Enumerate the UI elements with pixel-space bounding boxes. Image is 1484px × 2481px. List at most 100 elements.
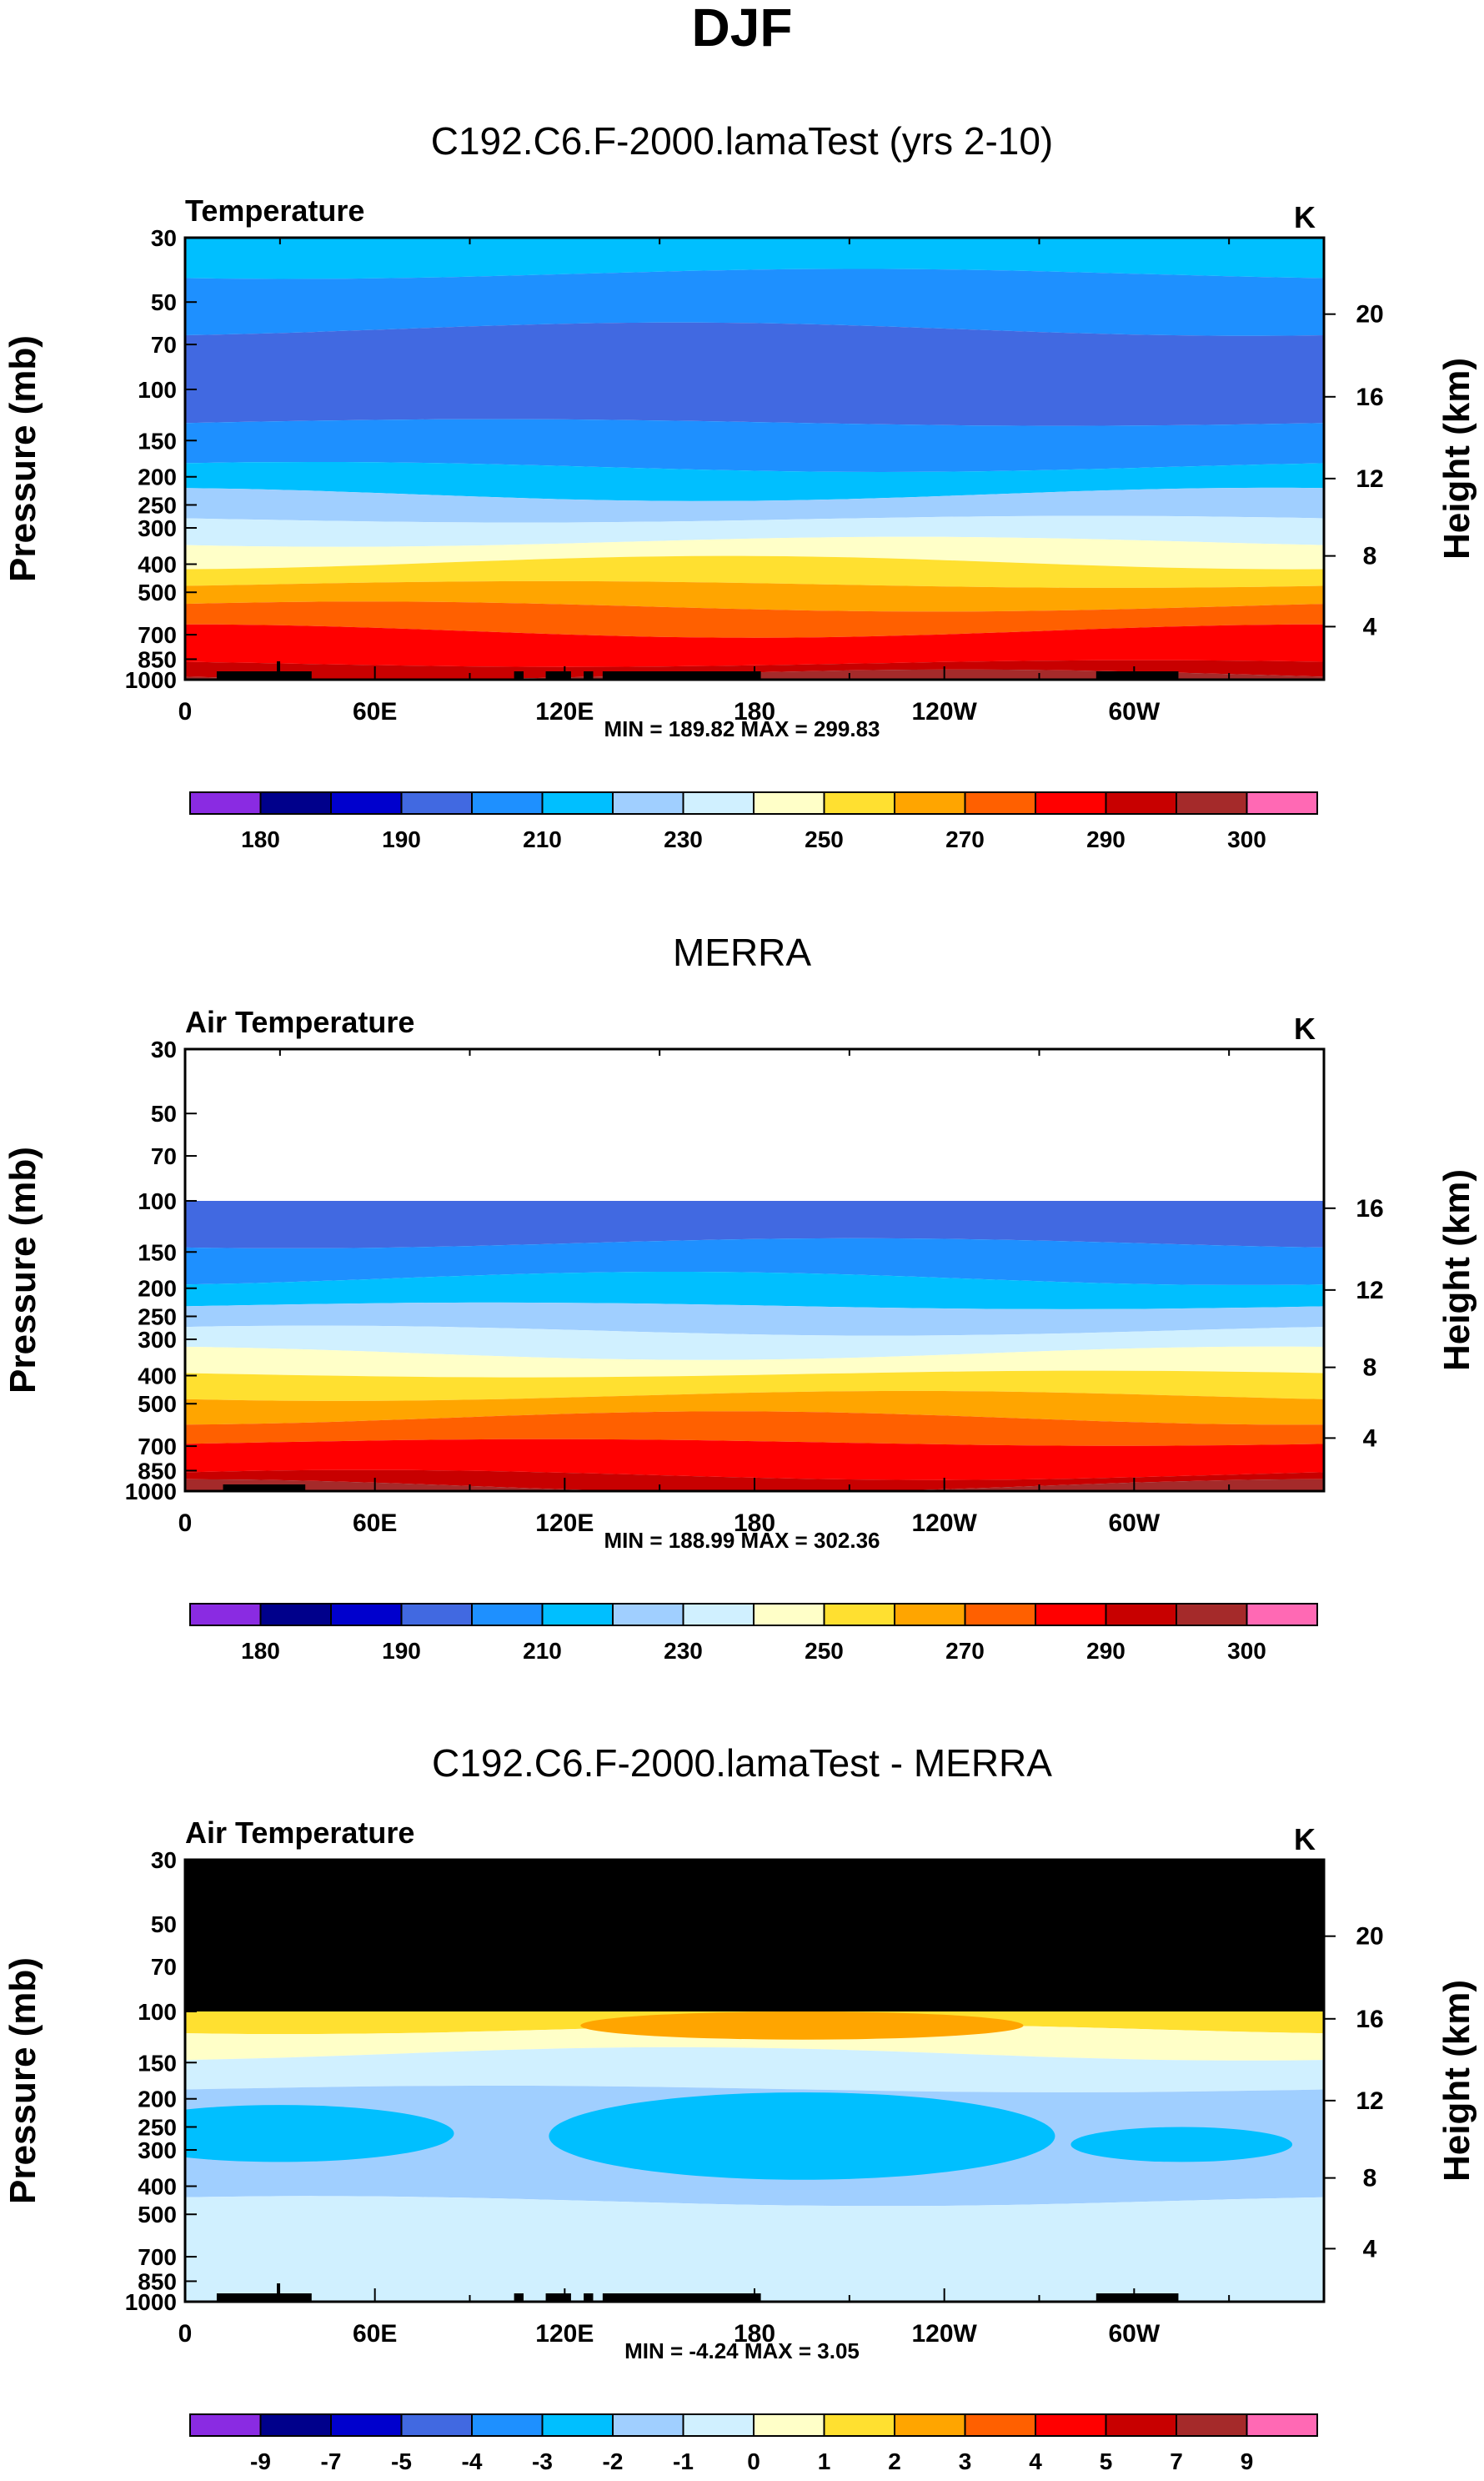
colorbar-box <box>1246 791 1318 815</box>
y-tick-label: 850 <box>138 646 177 672</box>
colorbar-box <box>753 791 825 815</box>
contour-band <box>185 322 1324 426</box>
colorbar-box <box>189 791 262 815</box>
y-tick-label: 100 <box>138 377 177 403</box>
colorbar-box <box>612 1603 684 1626</box>
y2-tick-label: 20 <box>1356 1923 1383 1951</box>
terrain-mask <box>1095 2293 1179 2302</box>
y2-tick-label: 4 <box>1363 613 1377 640</box>
contour-band <box>185 419 1324 472</box>
colorbar-label: 7 <box>1170 2448 1183 2474</box>
colorbar-box <box>330 791 403 815</box>
x-tick-label: 120E <box>535 1509 594 1537</box>
colorbar-box <box>1176 2413 1248 2437</box>
colorbar-label: -7 <box>321 2448 342 2474</box>
x-tick-label: 120E <box>535 2320 594 2348</box>
colorbar-box <box>471 791 544 815</box>
colorbar-box <box>1105 791 1177 815</box>
terrain-mask <box>545 671 571 680</box>
contour-band <box>185 1439 1324 1480</box>
x-tick-label: 60E <box>353 1509 397 1537</box>
x-tick-label: 60E <box>353 698 397 726</box>
y-tick-label: 300 <box>138 2137 177 2163</box>
colorbar-label: 3 <box>959 2448 972 2474</box>
page-title: DJF <box>692 0 793 58</box>
colorbar-label: 0 <box>747 2448 760 2474</box>
colorbar-box <box>259 1603 332 1626</box>
colorbar-label: -9 <box>250 2448 271 2474</box>
colorbar-label: 210 <box>523 826 562 852</box>
y-tick-label: 500 <box>138 2202 177 2227</box>
y2-tick-label: 16 <box>1356 384 1383 411</box>
colorbar-label: 300 <box>1227 826 1266 852</box>
y2-tick-label: 12 <box>1356 1277 1383 1304</box>
colorbar-box <box>682 791 755 815</box>
contour-band <box>185 1370 1324 1401</box>
colorbar-box <box>612 791 684 815</box>
y-tick-label: 500 <box>138 1391 177 1417</box>
colorbar-box <box>189 2413 262 2437</box>
y-tick-label: 100 <box>138 1188 177 1214</box>
colorbar-label: -1 <box>673 2448 694 2474</box>
colorbar-box <box>1105 2413 1177 2437</box>
colorbar-box <box>964 1603 1036 1626</box>
contour-band <box>185 536 1324 570</box>
contour-band <box>185 1390 1324 1425</box>
colorbar-label: -5 <box>391 2448 412 2474</box>
colorbar-label: 190 <box>382 1638 421 1664</box>
colorbar-label: 180 <box>241 1638 280 1664</box>
colorbar-box <box>1246 1603 1318 1626</box>
terrain-mask <box>216 671 312 680</box>
units-label: K <box>1294 200 1316 234</box>
colorbar-box <box>189 1603 262 1626</box>
colorbar-label: 250 <box>805 1638 844 1664</box>
terrain-mask <box>514 2293 524 2302</box>
x-tick-label: 60W <box>1108 698 1160 726</box>
y-axis-title: Pressure (mb) <box>3 335 43 582</box>
y-tick-label: 50 <box>151 1101 177 1127</box>
contour-band <box>185 238 1324 279</box>
contour-blob <box>549 2092 1055 2180</box>
colorbar-label: 230 <box>664 826 703 852</box>
colorbar-box <box>330 2413 403 2437</box>
y2-axis-title: Height (km) <box>1436 358 1477 560</box>
x-tick-label: 180 <box>734 2320 775 2348</box>
y-tick-label: 200 <box>138 465 177 490</box>
contour-band <box>185 1411 1324 1446</box>
panel-title: C192.C6.F-2000.lamaTest (yrs 2-10) <box>431 119 1054 163</box>
colorbar-box <box>1246 2413 1318 2437</box>
colorbar-label: 180 <box>241 826 280 852</box>
contour-band <box>185 487 1324 523</box>
colorbar-box <box>964 2413 1036 2437</box>
contour-band <box>185 580 1324 612</box>
contour-band <box>185 1201 1324 1248</box>
colorbar-box <box>964 791 1036 815</box>
colorbar-box <box>259 2413 332 2437</box>
y2-tick-label: 12 <box>1356 465 1383 493</box>
y-tick-label: 250 <box>138 1303 177 1329</box>
colorbar-label: 1 <box>818 2448 831 2474</box>
colorbar-label: 190 <box>382 826 421 852</box>
colorbar-box <box>894 1603 966 1626</box>
colorbar-box <box>894 791 966 815</box>
colorbar-label: 300 <box>1227 1638 1266 1664</box>
colorbar-label: 2 <box>888 2448 901 2474</box>
x-tick-label: 180 <box>734 698 775 726</box>
y-tick-label: 150 <box>138 1239 177 1265</box>
plot-area <box>185 1049 1324 1491</box>
y-tick-label: 400 <box>138 552 177 578</box>
terrain-mask <box>216 2293 312 2302</box>
x-tick-label: 60W <box>1108 1509 1160 1537</box>
colorbar-label: -4 <box>462 2448 483 2474</box>
y-tick-label: 30 <box>151 1847 177 1873</box>
colorbar-label: 210 <box>523 1638 562 1664</box>
y2-tick-label: 12 <box>1356 2087 1383 2115</box>
y2-tick-label: 8 <box>1363 543 1377 570</box>
x-tick-label: 60E <box>353 2320 397 2348</box>
contour-band <box>185 2196 1324 2302</box>
y2-tick-label: 4 <box>1363 1424 1377 1452</box>
y-tick-label: 700 <box>138 1434 177 1459</box>
colorbar-box <box>682 2413 755 2437</box>
contour-band <box>185 2024 1324 2061</box>
units-label: K <box>1294 1012 1316 1046</box>
